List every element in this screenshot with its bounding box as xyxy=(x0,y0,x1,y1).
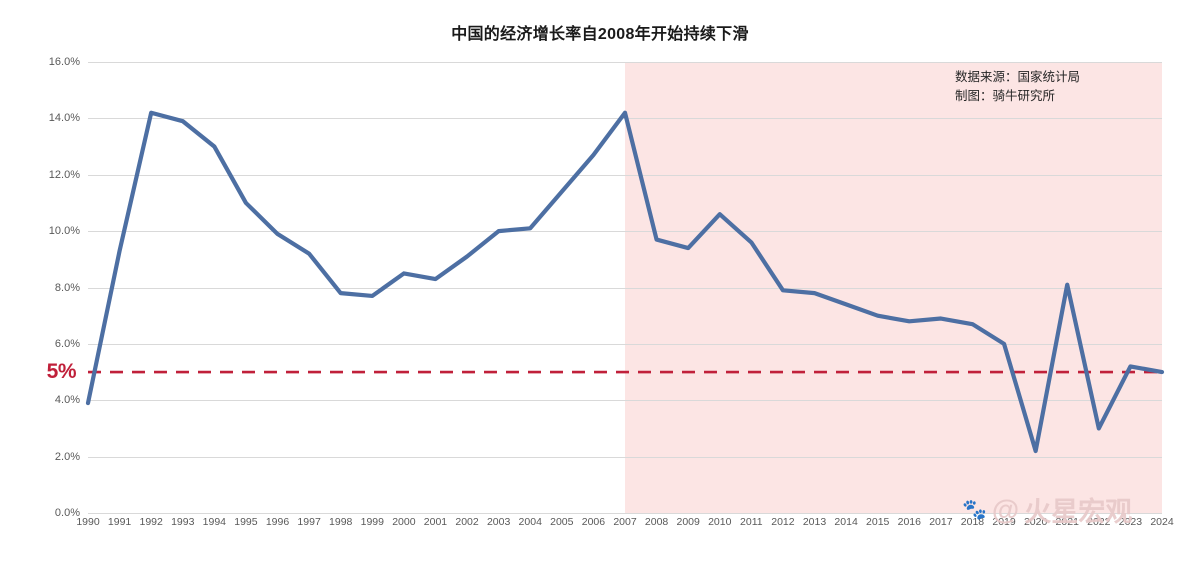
y-tick-label: 0.0% xyxy=(54,507,80,519)
x-tick-label: 1995 xyxy=(234,516,258,528)
x-tick-label: 2010 xyxy=(708,516,732,528)
x-tick-label: 2011 xyxy=(740,516,763,528)
y-tick-label: 14.0% xyxy=(48,112,80,125)
y-tick-label: 6.0% xyxy=(54,337,80,350)
y-tick-label: 8.0% xyxy=(54,281,80,294)
x-axis: 1990 1991 1992 1993 1994 1995 1996 1997 1998 1999… xyxy=(76,513,1173,537)
x-tick-label: 2017 xyxy=(929,516,953,528)
x-tick-label: 2006 xyxy=(581,516,606,528)
x-tick-label: 2012 xyxy=(771,516,795,528)
x-tick-label: 2018 xyxy=(960,516,985,528)
gridline xyxy=(88,513,1162,514)
gridline xyxy=(88,231,1162,233)
x-tick-label: 2015 xyxy=(866,516,890,528)
x-tick-label: 2016 xyxy=(897,516,921,528)
y-tick-label: 4.0% xyxy=(54,394,80,407)
x-tick-label: 2007 xyxy=(613,516,637,528)
x-tick-label: 1994 xyxy=(202,516,227,528)
source-line-1: 数据来源：国家统计局 xyxy=(955,70,1081,84)
x-tick-label: 1990 xyxy=(76,516,100,528)
x-tick-label: 1997 xyxy=(297,516,321,528)
x-tick-label: 2000 xyxy=(392,516,416,528)
threshold-label-5-percent: 5% xyxy=(46,360,77,384)
chart-title: 中国的经济增长率自2008年开始持续下滑 xyxy=(451,26,749,43)
x-tick-label: 2001 xyxy=(423,516,448,528)
gridline xyxy=(88,400,1162,402)
gridline xyxy=(88,62,1162,63)
x-tick-label: 2008 xyxy=(644,516,669,528)
x-tick-label: 2019 xyxy=(992,516,1016,528)
x-tick-label: 2009 xyxy=(676,516,700,528)
y-tick-label: 12.0% xyxy=(48,168,80,181)
x-tick-label: 2020 xyxy=(1023,516,1048,528)
x-tick-label: 2005 xyxy=(550,516,574,528)
x-tick-label: 1999 xyxy=(360,516,384,528)
x-tick-label: 2021 xyxy=(1055,516,1079,528)
x-tick-label: 2022 xyxy=(1087,516,1111,528)
x-tick-label: 2013 xyxy=(802,516,827,528)
x-tick-label: 1993 xyxy=(171,516,195,528)
x-tick-label: 2003 xyxy=(486,516,511,528)
x-tick-label: 2024 xyxy=(1150,516,1174,528)
plot-area xyxy=(85,62,1165,514)
x-tick-label: 2014 xyxy=(834,516,858,528)
gridline xyxy=(88,456,1162,458)
x-tick-label: 1998 xyxy=(329,516,353,528)
y-tick-label: 10.0% xyxy=(48,225,80,238)
x-tick-label: 1996 xyxy=(265,516,290,528)
growth-rate-line xyxy=(85,110,1165,454)
x-tick-label: 2004 xyxy=(518,516,542,528)
series-line-chart xyxy=(85,110,1165,454)
x-tick-label: 1991 xyxy=(107,516,132,528)
x-tick-label: 2002 xyxy=(455,516,479,528)
gridline xyxy=(88,343,1162,345)
y-tick-label: 2.0% xyxy=(54,450,80,463)
y-axis: 0.0% 2.0% 4.0% 6.0% 8.0% 10.0% 12.0% 14.0% 16.0% xyxy=(0,56,80,519)
x-tick-label: 1992 xyxy=(139,516,163,528)
y-tick-label: 16.0% xyxy=(48,56,80,68)
gridline xyxy=(88,287,1162,289)
gridline xyxy=(88,174,1162,176)
x-tick-label: 2023 xyxy=(1118,516,1143,528)
source-annotation: 数据来源：国家统计局 制图：骑牛研究所 xyxy=(955,68,1080,107)
source-line-2: 制图：骑牛研究所 xyxy=(955,89,1056,104)
